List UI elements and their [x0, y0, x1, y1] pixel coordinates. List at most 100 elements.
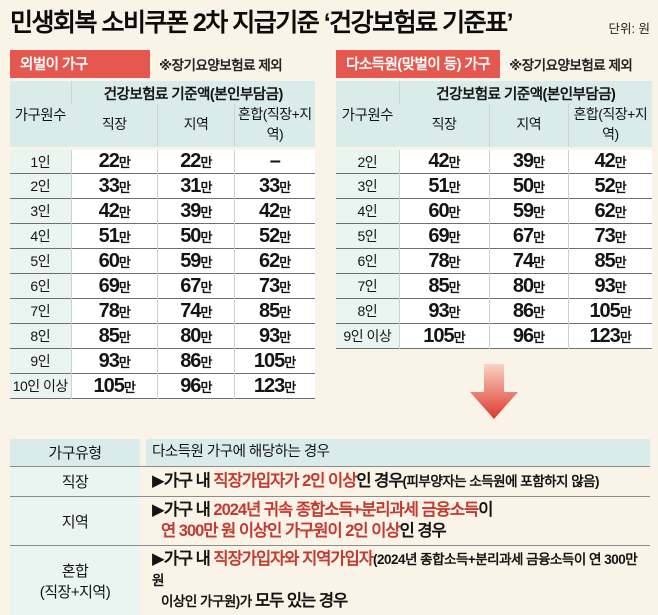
table-row: 1인 22만 22만 –	[10, 148, 315, 174]
table-row: 6인 78만 74만 85만	[336, 248, 652, 274]
single-earner-table-group: 외벌이 가구 ※장기요양보험료 제외 가구원수 건강보험료 기준액(본인부담금)…	[10, 49, 315, 420]
regional-column-header: 지역	[157, 104, 235, 150]
criteria-header-desc: 다소득원 가구에 해당하는 경우	[146, 439, 650, 466]
premium-value-cell: 50만	[157, 223, 235, 249]
premium-value-cell: 78만	[70, 298, 158, 324]
household-size-cell: 9인	[10, 348, 71, 374]
household-size-cell: 6인	[10, 273, 71, 299]
table-row: 10인 이상 105만 96만 123만	[10, 373, 315, 399]
down-arrow-icon	[470, 364, 518, 419]
household-size-header: 가구원수	[336, 81, 400, 150]
household-size-cell: 2인	[336, 148, 400, 174]
premium-value-cell: 80만	[488, 273, 569, 299]
premium-value-cell: 96만	[488, 323, 569, 349]
multi-earner-badge: 다소득원(맞벌이 등) 가구	[336, 49, 501, 78]
household-size-cell: 4인	[10, 223, 71, 249]
arrow-container	[336, 364, 652, 420]
premium-value-cell: 51만	[70, 223, 158, 249]
premium-value-cell: 123만	[567, 323, 652, 349]
household-size-cell: 3인	[336, 173, 400, 199]
table-row: 2인 42만 39만 42만	[336, 148, 652, 174]
premium-value-cell: 93만	[70, 348, 158, 374]
premium-value-cell: 22만	[70, 148, 158, 174]
premium-value-cell: 60만	[398, 198, 490, 224]
premium-value-cell: 39만	[157, 198, 235, 224]
premium-value-cell: 86만	[157, 348, 235, 374]
premium-value-cell: 69만	[398, 223, 490, 249]
badge-row: 외벌이 가구 ※장기요양보험료 제외	[10, 49, 315, 78]
household-size-cell: 8인	[10, 323, 71, 349]
household-type-criteria-table: 가구유형 다소득원 가구에 해당하는 경우 직장 ▶가구 내 직장가입자가 2인…	[10, 439, 650, 615]
table-row: 5인 60만 59만 62만	[10, 248, 315, 274]
premium-value-cell: 85만	[398, 273, 490, 299]
premium-value-cell: 123만	[233, 373, 315, 399]
criteria-header-label: 가구유형	[10, 439, 140, 466]
criteria-row-regional: 지역 ▶가구 내 2024년 귀속 종합소득+분리과세 금융소득이 연 300만…	[10, 496, 650, 545]
premium-value-cell: 73만	[233, 273, 315, 299]
premium-value-cell: 78만	[398, 248, 490, 274]
table-row: 3인 42만 39만 42만	[10, 198, 315, 224]
household-size-cell: 4인	[336, 198, 400, 224]
premium-value-cell: 51만	[398, 173, 490, 199]
premium-value-cell: 86만	[488, 298, 569, 324]
premium-value-cell: 105만	[233, 348, 315, 374]
premium-value-cell: 52만	[233, 223, 315, 249]
table-row: 4인 51만 50만 52만	[10, 223, 315, 249]
multi-earner-table-body: 2인 42만 39만 42만 3인 51만 50만 52만 4인 60만 59만 62만 5인 69만 67…	[336, 148, 652, 349]
table-row: 4인 60만 59만 62만	[336, 198, 652, 224]
table-row: 7인 78만 74만 85만	[10, 298, 315, 324]
premium-value-cell: 59만	[157, 248, 235, 274]
premium-value-cell: 39만	[488, 148, 569, 174]
premium-value-cell: 33만	[233, 173, 315, 199]
multi-earner-table-group: 다소득원(맞벌이 등) 가구 ※장기요양보험료 제외 가구원수 건강보험료 기준…	[336, 49, 652, 420]
premium-value-cell: 60만	[70, 248, 158, 274]
premium-value-cell: 42만	[233, 198, 315, 224]
household-size-cell: 9인 이상	[336, 323, 400, 349]
premium-value-cell: 50만	[488, 173, 569, 199]
criteria-desc: ▶가구 내 직장가입자가 2인 이상인 경우(피부양자는 소득원에 포함하지 않…	[152, 472, 600, 490]
table-row: 6인 69만 67만 73만	[10, 273, 315, 299]
title-row: 민생회복 소비쿠폰 2차 지급기준 ‘건강보험료 기준표’ 단위: 원	[10, 6, 652, 40]
premium-value-cell: 33만	[70, 173, 158, 199]
page-title: 민생회복 소비쿠폰 2차 지급기준 ‘건강보험료 기준표’	[10, 9, 514, 37]
table-row: 3인 51만 50만 52만	[336, 173, 652, 199]
mixed-column-header: 혼합(직장+지역)	[233, 104, 315, 150]
premium-value-cell: 22만	[157, 148, 235, 174]
regional-column-header: 지역	[488, 104, 569, 150]
premium-value-cell: 85만	[233, 298, 315, 324]
household-size-cell: 2인	[10, 173, 71, 199]
premium-value-cell: 67만	[488, 223, 569, 249]
household-size-cell: 5인	[336, 223, 400, 249]
household-size-cell: 5인	[10, 248, 71, 274]
premium-value-cell: 85만	[567, 248, 652, 274]
household-size-cell: 3인	[10, 198, 71, 224]
premium-value-cell: 105만	[567, 298, 652, 324]
premium-value-cell: 96만	[157, 373, 235, 399]
household-size-cell: 1인	[10, 148, 71, 174]
premium-value-cell: 42만	[567, 148, 652, 174]
criteria-desc: ▶가구 내 2024년 귀속 종합소득+분리과세 금융소득이 연 300만 원 …	[152, 501, 493, 540]
household-size-cell: 8인	[336, 298, 400, 324]
premium-value-cell: 62만	[233, 248, 315, 274]
premium-value-cell: 105만	[398, 323, 490, 349]
workplace-column-header: 직장	[399, 104, 490, 150]
premium-tables-row: 외벌이 가구 ※장기요양보험료 제외 가구원수 건강보험료 기준액(본인부담금)…	[10, 49, 652, 420]
multi-earner-premium-table: 가구원수 건강보험료 기준액(본인부담금) 직장 지역 혼합(직장+지역) 2인…	[336, 81, 652, 349]
premium-value-cell: –	[233, 148, 315, 174]
workplace-column-header: 직장	[71, 104, 158, 150]
premium-value-cell: 42만	[70, 198, 158, 224]
criteria-row-workplace: 직장 ▶가구 내 직장가입자가 2인 이상인 경우(피부양자는 소득원에 포함하…	[10, 466, 650, 496]
table-row: 7인 85만 80만 93만	[336, 273, 652, 299]
premium-group-header: 건강보험료 기준액(본인부담금)	[398, 81, 652, 104]
household-size-cell: 7인	[10, 298, 71, 324]
household-size-cell: 10인 이상	[10, 373, 71, 399]
premium-value-cell: 93만	[233, 323, 315, 349]
premium-value-cell: 59만	[488, 198, 569, 224]
single-earner-premium-table: 가구원수 건강보험료 기준액(본인부담금) 직장 지역 혼합(직장+지역) 1인…	[10, 81, 315, 399]
unit-note: 단위: 원	[608, 22, 650, 36]
premium-value-cell: 93만	[398, 298, 490, 324]
premium-value-cell: 105만	[70, 373, 158, 399]
exclusion-note-right: ※장기요양보험료 제외	[509, 57, 633, 73]
table-row: 2인 33만 31만 33만	[10, 173, 315, 199]
criteria-label: 혼합 (직장+지역)	[10, 546, 140, 615]
